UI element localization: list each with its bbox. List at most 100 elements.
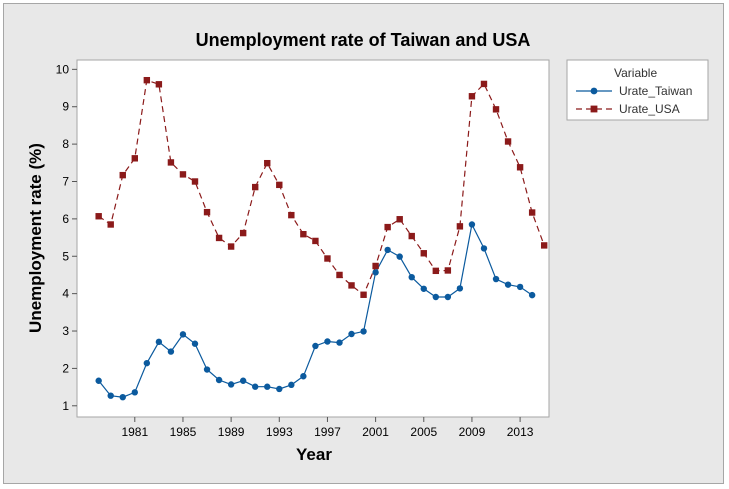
series-urate-taiwan <box>95 221 536 401</box>
data-point <box>312 237 319 245</box>
x-tick-label: 1985 <box>170 425 197 439</box>
data-point <box>456 285 464 292</box>
data-point <box>203 366 211 373</box>
data-point <box>468 221 476 228</box>
data-point <box>336 339 343 346</box>
data-point <box>288 211 295 219</box>
data-point <box>528 291 536 299</box>
data-point <box>95 377 102 384</box>
x-tick-label: 2001 <box>362 425 389 439</box>
data-point <box>360 291 367 298</box>
x-axis-label: Year <box>296 445 332 464</box>
data-point <box>239 229 247 237</box>
y-tick-label: 2 <box>62 361 69 375</box>
data-point <box>480 80 488 88</box>
data-point <box>119 171 126 179</box>
series-urate-usa <box>95 76 548 298</box>
data-point <box>191 178 199 185</box>
data-point <box>191 340 199 347</box>
x-tick-label: 2005 <box>410 425 437 439</box>
legend-entry: Urate_USA <box>576 102 680 116</box>
data-point <box>300 373 307 380</box>
y-tick-label: 1 <box>62 399 69 413</box>
x-tick-label: 1997 <box>314 425 341 439</box>
x-tick-label: 1981 <box>121 425 148 439</box>
data-point <box>227 381 235 388</box>
data-point <box>239 377 247 384</box>
data-point <box>155 338 163 346</box>
data-point <box>276 385 283 393</box>
data-point <box>143 359 151 367</box>
data-point <box>264 159 271 167</box>
data-point <box>95 213 102 220</box>
data-point <box>276 181 283 189</box>
data-point <box>252 183 259 191</box>
legend-label: Urate_USA <box>619 102 680 116</box>
data-point <box>179 331 187 338</box>
y-tick-label: 10 <box>56 62 70 76</box>
data-point <box>516 283 524 291</box>
data-point <box>119 393 126 401</box>
y-tick-label: 5 <box>62 249 69 263</box>
x-tick-label: 1989 <box>218 425 245 439</box>
legend-marker <box>590 87 598 95</box>
data-point <box>420 285 427 292</box>
y-tick-label: 8 <box>62 137 69 151</box>
data-point <box>408 232 415 240</box>
x-axis: 1981 1985 1989 1993 1997 2001 2005 2009 2013 <box>121 417 534 439</box>
data-point <box>384 246 391 254</box>
y-axis: 1 2 3 4 5 6 7 8 9 10 <box>56 62 77 413</box>
data-point <box>432 293 440 301</box>
data-point <box>480 245 488 252</box>
data-point <box>348 330 355 338</box>
data-point <box>348 282 355 289</box>
y-tick-label: 7 <box>62 174 69 188</box>
legend: Variable Urate_Taiwan Urate_USA <box>566 59 709 121</box>
data-point <box>408 273 415 281</box>
data-point <box>155 81 163 88</box>
data-point <box>360 328 367 335</box>
x-tick-label: 2009 <box>459 425 486 439</box>
data-point <box>215 234 223 242</box>
data-point <box>324 255 331 262</box>
data-point <box>456 223 464 230</box>
data-point <box>324 338 331 345</box>
data-point <box>143 76 151 84</box>
data-point <box>384 223 391 231</box>
data-point <box>336 271 343 279</box>
data-point <box>444 293 452 301</box>
legend-box <box>566 59 709 121</box>
y-tick-label: 4 <box>62 287 69 301</box>
legend-title: Variable <box>614 66 657 80</box>
data-point <box>131 389 138 396</box>
data-point <box>264 383 271 390</box>
data-point <box>300 231 307 238</box>
data-point <box>396 216 403 223</box>
data-point <box>167 159 175 166</box>
data-point <box>492 275 500 283</box>
y-tick-label: 3 <box>62 324 69 338</box>
data-point <box>396 253 403 260</box>
data-point <box>492 106 500 113</box>
data-point <box>540 242 548 249</box>
data-point <box>420 250 427 257</box>
data-point <box>468 93 476 100</box>
data-point <box>312 342 319 350</box>
data-point <box>288 381 295 389</box>
legend-marker <box>590 105 598 113</box>
y-axis-label: Unemployment rate (%) <box>26 143 45 333</box>
data-point <box>227 243 235 250</box>
y-tick-label: 6 <box>62 212 69 226</box>
data-point <box>516 164 524 171</box>
data-point <box>107 392 114 399</box>
data-point <box>444 267 452 274</box>
data-point <box>432 267 440 275</box>
legend-entry: Urate_Taiwan <box>576 84 692 98</box>
x-tick-label: 1993 <box>266 425 293 439</box>
data-point <box>107 221 114 228</box>
data-point <box>372 269 379 276</box>
series-line <box>98 79 545 296</box>
data-point <box>215 376 223 384</box>
data-point <box>372 262 379 270</box>
